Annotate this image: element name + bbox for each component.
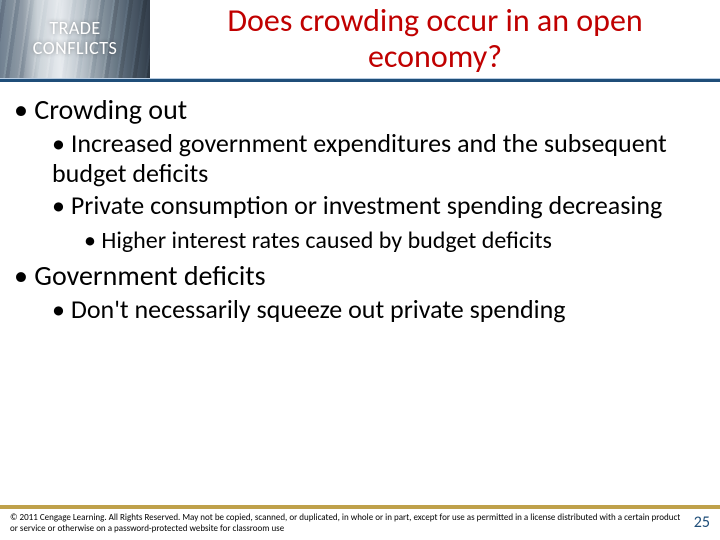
copyright-text: © 2011 Cengage Learning. All Rights Rese… bbox=[10, 513, 682, 534]
badge-text: TRADE CONFLICTS bbox=[33, 19, 118, 59]
badge-line-1: TRADE bbox=[49, 17, 100, 39]
bullet-level-2: Don't necessarily squeeze out private sp… bbox=[52, 295, 706, 325]
bullet-level-2: Private consumption or investment spendi… bbox=[52, 191, 706, 221]
page-number: 25 bbox=[694, 513, 710, 534]
slide-header: TRADE CONFLICTS Does crowding occur in a… bbox=[0, 0, 720, 78]
slide-body: Crowding out Increased government expend… bbox=[0, 82, 720, 325]
section-badge: TRADE CONFLICTS bbox=[0, 0, 150, 78]
badge-line-2: CONFLICTS bbox=[33, 37, 118, 59]
title-container: Does crowding occur in an open economy? bbox=[150, 0, 720, 78]
bullet-level-3: Higher interest rates caused by budget d… bbox=[84, 227, 706, 255]
bullet-level-2: Increased government expenditures and th… bbox=[52, 129, 706, 189]
slide-title: Does crowding occur in an open economy? bbox=[168, 3, 702, 75]
bullet-level-1: Government deficits bbox=[14, 258, 706, 293]
bullet-level-1: Crowding out bbox=[14, 92, 706, 127]
slide-footer: © 2011 Cengage Learning. All Rights Rese… bbox=[0, 505, 720, 540]
slide: TRADE CONFLICTS Does crowding occur in a… bbox=[0, 0, 720, 540]
